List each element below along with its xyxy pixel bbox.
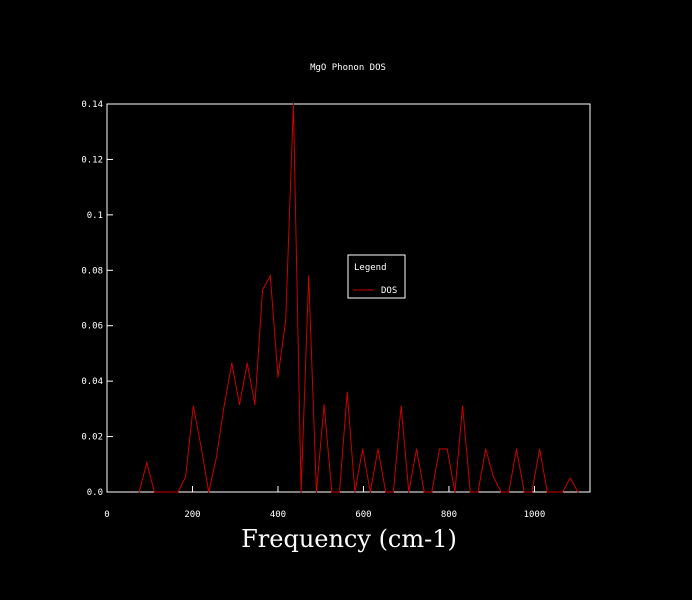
plot-frame [106,103,591,493]
data-point [153,491,156,493]
data-point [500,491,502,493]
data-point [323,404,325,406]
data-point [423,491,425,493]
data-point [385,491,387,493]
y-tick-label: 0.08 [81,266,103,276]
data-point [369,491,371,493]
data-point [438,448,441,450]
data-point [177,491,179,493]
data-point [277,376,279,378]
x-tick-label: 600 [355,510,371,520]
data-point [269,275,271,277]
data-point [238,404,241,406]
x-tick-label: 1000 [524,510,546,520]
legend-label-dos: DOS [381,286,397,296]
data-point [285,319,287,321]
data-point [354,491,356,493]
legend-box [347,254,406,299]
data-point [231,362,233,364]
x-axis: 0 200 400 600 800 1000 [104,486,545,520]
data-point [346,391,348,393]
data-point [554,491,556,493]
data-point [538,448,541,450]
data-point [508,491,510,493]
data-point [446,448,448,450]
y-tick-label: 0.1 [87,211,103,221]
x-tick-label: 400 [270,510,286,520]
data-point [377,448,379,450]
data-point [308,275,310,277]
y-tick-label: 0.04 [81,377,103,387]
data-point [362,448,364,450]
data-point [215,456,218,458]
data-point [200,445,202,447]
data-point [254,404,256,406]
data-point [392,491,394,493]
x-tick-label: 800 [441,510,457,520]
data-point [292,103,294,105]
y-tick-label: 0.0 [87,488,103,498]
data-point [138,491,140,493]
data-point [261,289,264,291]
y-tick-label: 0.06 [81,322,103,332]
data-point [569,477,571,479]
data-point [454,491,456,493]
data-point [246,362,248,364]
x-tick-label: 0 [104,510,109,520]
data-point [208,491,210,493]
data-point [146,462,148,464]
data-point [185,476,187,478]
data-point [546,491,548,493]
y-tick-label: 0.12 [81,155,103,165]
x-tick-label: 200 [184,510,200,520]
data-point [315,491,318,493]
legend-title: Legend [354,263,387,273]
data-point [562,491,564,493]
data-point [485,448,487,450]
chart-title: MgO Phonon DOS [310,63,386,73]
data-point [577,491,579,493]
data-point [492,476,494,478]
data-point [408,491,410,493]
data-point [300,491,302,493]
series-layer [138,103,579,493]
data-point [223,405,225,407]
data-point [415,448,418,450]
series-line-dos [138,103,579,493]
legend: Legend DOS [347,254,406,299]
data-point [192,405,194,407]
data-point [462,405,464,407]
data-point [431,491,433,493]
data-point [400,405,402,407]
data-point [477,491,479,493]
data-point [469,491,471,493]
y-tick-label: 0.02 [81,433,103,443]
y-tick-label: 0.14 [81,100,103,110]
data-point [338,491,341,493]
y-axis: 0.0 0.02 0.04 0.06 0.08 0.1 0.12 0.14 [81,100,113,498]
x-axis-label: Frequency (cm-1) [241,525,457,553]
data-point [531,491,533,493]
data-point [515,448,518,450]
data-point [331,491,333,493]
data-point [523,491,525,493]
